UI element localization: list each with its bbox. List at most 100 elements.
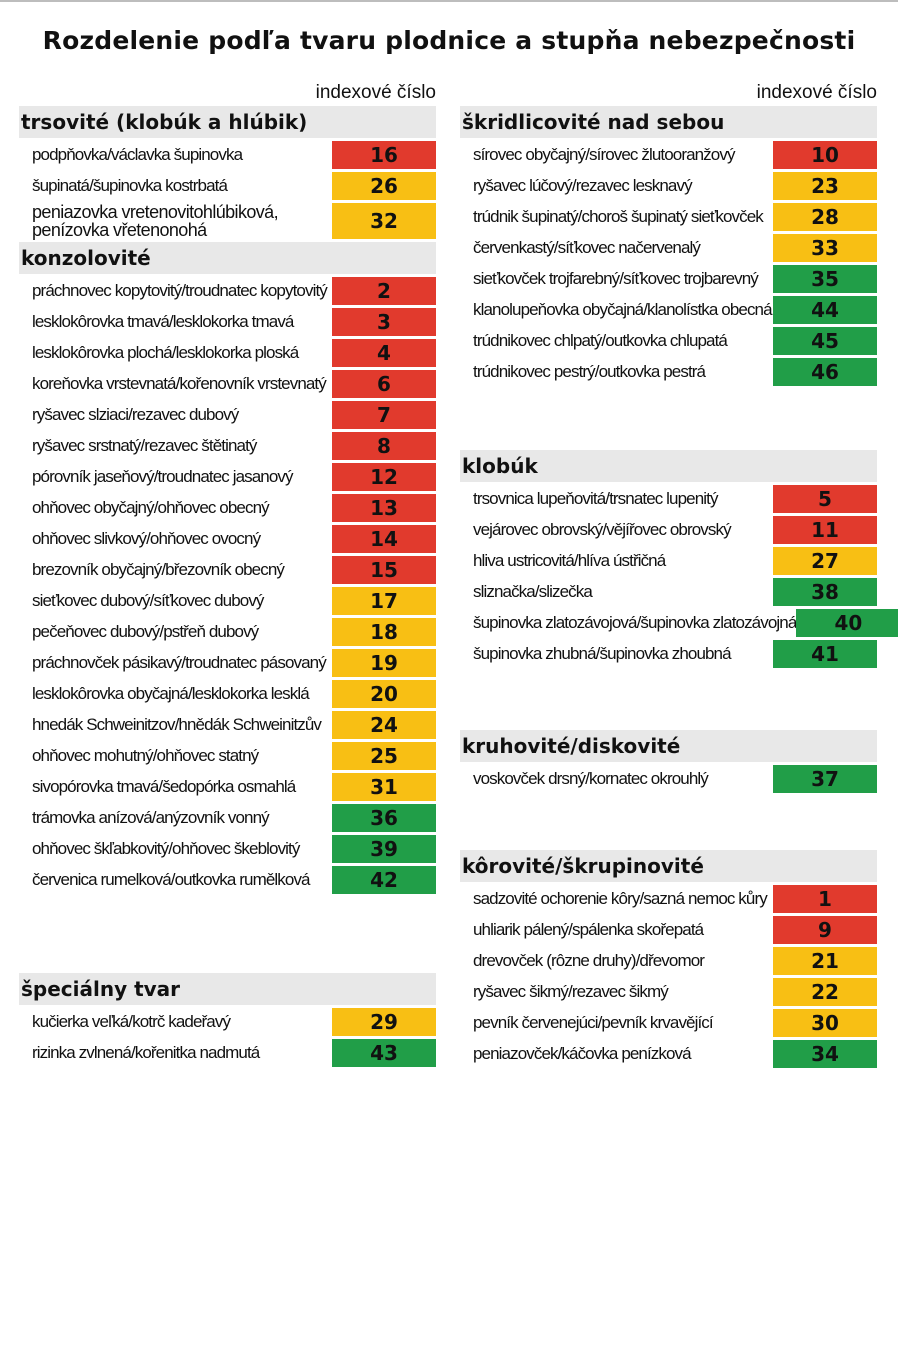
table-row: pórovník jaseňový/troudnatec jasanový 12 [19,463,436,491]
section-title: konzolovité [19,242,436,274]
index-value-green: 44 [773,296,877,324]
index-value-green: 46 [773,358,877,386]
table-row: sivopórovka tmavá/šedopórka osmahlá 31 [19,773,436,801]
species-name: ohňovec obyčajný/ohňovec obecný [32,498,270,517]
species-name: ohňovec škľabkovitý/ohňovec škeblovitý [32,839,300,858]
index-value-green: 35 [773,265,877,293]
index-value-red: 9 [773,916,877,944]
section-klobuk: klobúk trsovnica lupeňovitá/trsnatec lup… [460,450,898,668]
index-value-red: 10 [773,141,877,169]
left-column: indexové číslo trsovité (klobúk a hlúbik… [19,80,436,1070]
table-row: sieťkovček trojfarebný/síťkovec trojbare… [460,265,877,293]
species-name: podpňovka/václavka šupinovka [32,145,243,164]
table-row: sliznačka/slizečka 38 [460,578,877,606]
species-name: hliva ustricovitá/hlíva ústřičná [473,551,666,570]
table-row: hliva ustricovitá/hlíva ústřičná 27 [460,547,877,575]
table-row: šupinatá/šupinovka kostrbatá 26 [19,172,436,200]
species-name: ryšavec slziaci/rezavec dubový [32,405,239,424]
table-row: šupinovka zhubná/šupinovka zhoubná 41 [460,640,877,668]
table-row: uhliarik pálený/spálenka skořepatá 9 [460,916,877,944]
table-row: ryšavec srstnatý/rezavec štětinatý 8 [19,432,436,460]
right-column: indexové číslo škridlicovité nad sebou s… [460,80,898,1071]
species-name: peniazovka vretenovitohlúbiková, penízovk… [19,203,332,239]
index-value-yellow: 19 [332,649,436,677]
table-row: brezovník obyčajný/březovník obecný 15 [19,556,436,584]
table-row: sadzovité ochorenie kôry/sazná nemoc kůr… [460,885,877,913]
table-row: ryšavec slziaci/rezavec dubový 7 [19,401,436,429]
index-value-yellow: 26 [332,172,436,200]
index-value-red: 7 [332,401,436,429]
species-name: sadzovité ochorenie kôry/sazná nemoc kůr… [473,889,768,908]
index-value-yellow: 23 [773,172,877,200]
index-value-yellow: 33 [773,234,877,262]
table-row: trsovnica lupeňovitá/trsnatec lupenitý 5 [460,485,877,513]
table-row: pečeňovec dubový/pstřeň dubový 18 [19,618,436,646]
species-name: trúdnikovec pestrý/outkovka pestrá [473,362,706,381]
index-value-yellow: 18 [332,618,436,646]
species-name: uhliarik pálený/spálenka skořepatá [473,920,704,939]
table-row: červenica rumelková/outkovka rumělková 42 [19,866,436,894]
species-name: sivopórovka tmavá/šedopórka osmahlá [32,777,296,796]
table-row: hnedák Schweinitzov/hnědák Schweinitzův 2… [19,711,436,739]
table-row: pevník červenejúci/pevník krvavějící 30 [460,1009,877,1037]
species-name: peniazovček/káčovka penízková [473,1044,692,1063]
index-value-red: 2 [332,277,436,305]
section-korovite: kôrovité/škrupinovité sadzovité ochoreni… [460,850,877,1068]
species-name-line-1: peniazovka vretenovitohlúbiková, [32,202,279,222]
species-name: voskovček drsný/kornatec okrouhlý [473,769,709,788]
table-row: sírovec obyčajný/sírovec žlutooranžový 10 [460,141,877,169]
table-row: ohňovec škľabkovitý/ohňovec škeblovitý 39 [19,835,436,863]
index-value-yellow: 29 [332,1008,436,1036]
index-value-green: 39 [332,835,436,863]
species-name: sieťkovec dubový/síťkovec dubový [32,591,264,610]
species-name: ohňovec slivkový/ohňovec ovocný [32,529,261,548]
species-name: kučierka veľká/kotrč kadeřavý [32,1012,231,1031]
table-row: klanolupeňovka obyčajná/klanolístka obec… [460,296,877,324]
table-row: červenkastý/síťkovec načervenalý 33 [460,234,877,262]
species-name: koreňovka vrstevnatá/kořenovník vrstevna… [32,374,327,393]
top-border [0,0,898,2]
index-value-yellow: 21 [773,947,877,975]
index-value-green: 34 [773,1040,877,1068]
species-name: ryšavec lúčový/rezavec lesknavý [473,176,693,195]
table-row: trúdnikovec chlpatý/outkovka chlupatá 45 [460,327,877,355]
species-name: hnedák Schweinitzov/hnědák Schweinitzův [32,715,322,734]
species-name: brezovník obyčajný/březovník obecný [32,560,285,579]
index-value-yellow: 20 [332,680,436,708]
species-name: práchnovček pásikavý/troudnatec pásovaný [32,653,327,672]
table-row: práchnovec kopytovitý/troudnatec kopytov… [19,277,436,305]
index-value-yellow: 24 [332,711,436,739]
table-row: ohňovec mohutný/ohňovec statný 25 [19,742,436,770]
index-value-yellow: 22 [773,978,877,1006]
species-name: sliznačka/slizečka [473,582,593,601]
index-value-red: 6 [332,370,436,398]
index-value-yellow: 17 [332,587,436,615]
species-name: lesklokôrovka obyčajná/lesklokorka leskl… [32,684,310,703]
table-row: trúdnik šupinatý/choroš šupinatý sieťkov… [460,203,877,231]
species-name: šupinovka zhubná/šupinovka zhoubná [473,644,732,663]
species-name: lesklokôrovka plochá/lesklokorka ploská [32,343,299,362]
table-row: ohňovec obyčajný/ohňovec obecný 13 [19,494,436,522]
index-value-green: 37 [773,765,877,793]
table-row: trúdnikovec pestrý/outkovka pestrá 46 [460,358,877,386]
section-kruhovite: kruhovité/diskovité voskovček drsný/korn… [460,730,877,793]
table-row: lesklokôrovka tmavá/lesklokorka tmavá 3 [19,308,436,336]
table-row: práchnovček pásikavý/troudnatec pásovaný… [19,649,436,677]
species-name: lesklokôrovka tmavá/lesklokorka tmavá [32,312,294,331]
species-name: červenica rumelková/outkovka rumělková [32,870,311,889]
table-row: ryšavec lúčový/rezavec lesknavý 23 [460,172,877,200]
index-value-red: 8 [332,432,436,460]
table-row: lesklokôrovka plochá/lesklokorka ploská 4 [19,339,436,367]
table-row: voskovček drsný/kornatec okrouhlý 37 [460,765,877,793]
index-value-red: 3 [332,308,436,336]
species-name: trúdnikovec chlpatý/outkovka chlupatá [473,331,728,350]
species-name: pórovník jaseňový/troudnatec jasanový [32,467,294,486]
species-name: sírovec obyčajný/sírovec žlutooranžový [473,145,735,164]
species-name: klanolupeňovka obyčajná/klanolístka obec… [473,300,773,319]
table-row: peniazovček/káčovka penízková 34 [460,1040,877,1068]
index-label-left: indexové číslo [315,82,436,103]
table-row: koreňovka vrstevnatá/kořenovník vrstevna… [19,370,436,398]
table-row: podpňovka/václavka šupinovka 16 [19,141,436,169]
index-value-yellow: 28 [773,203,877,231]
section-specialny: špeciálny tvar kučierka veľká/kotrč kade… [19,973,436,1067]
